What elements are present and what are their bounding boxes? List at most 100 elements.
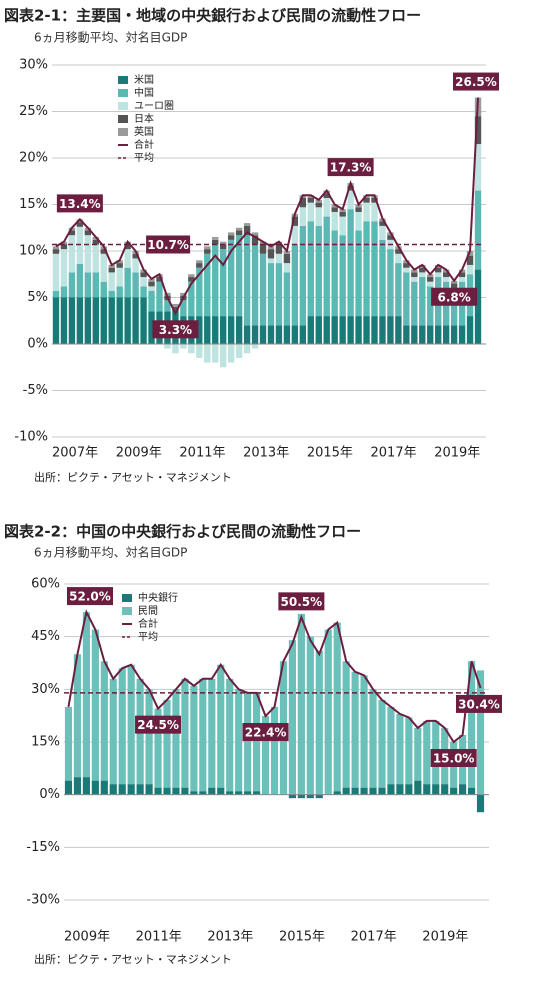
bar-segment [52, 253, 60, 291]
label-box [456, 694, 502, 713]
bar-segment [124, 267, 131, 298]
bar-segment [307, 316, 314, 344]
bar-segment [315, 316, 322, 344]
bar-segment [204, 249, 211, 254]
bar-segment [299, 207, 307, 226]
bar-segment [100, 661, 108, 781]
bar-segment [52, 297, 60, 344]
bar-segment [220, 316, 227, 344]
legend-label: 日本 [134, 112, 154, 125]
bar-segment [379, 221, 386, 226]
bar-segment [217, 664, 225, 788]
bar-segment [204, 344, 211, 363]
bar-segment [172, 306, 179, 312]
source-note: 出所：ピクテ・アセット・マネジメント [34, 470, 232, 484]
bar-segment [333, 622, 341, 792]
source-note: 出所：ピクテ・アセット・マネジメント [34, 952, 232, 966]
bar-segment [396, 784, 404, 795]
label-box [135, 715, 182, 734]
bar-segment [378, 699, 386, 788]
bar-segment [441, 784, 449, 795]
bar-segment [315, 202, 322, 208]
bar-segment [180, 300, 187, 317]
bar-segment [188, 344, 195, 354]
x-tick-label: 2011年 [179, 446, 225, 461]
bar-segment [458, 277, 466, 282]
bar-segment [82, 612, 90, 778]
bar-segment [267, 258, 275, 264]
bar-segment [226, 678, 234, 792]
bar-segment [307, 202, 314, 222]
bar-segment [288, 640, 296, 795]
bar-segment [76, 222, 84, 227]
bar-segment [360, 675, 368, 788]
x-tick-label: 2009年 [116, 446, 162, 461]
bar-segment [419, 272, 426, 278]
bar-segment [299, 325, 307, 344]
bar-segment [333, 791, 341, 795]
bar-segment [414, 727, 422, 781]
bar-segment [148, 278, 155, 282]
bar-segment [458, 325, 466, 344]
bar-segment [204, 316, 211, 344]
y-tick-label: 15% [19, 197, 48, 212]
x-tick-label: 2019年 [434, 446, 480, 461]
bar-segment [60, 286, 68, 298]
bar-segment [474, 116, 482, 145]
bar-segment [360, 787, 368, 795]
bar-segment [91, 780, 99, 795]
value-label: 30.4% [458, 697, 500, 711]
bar-segment [132, 253, 139, 259]
bar-segment [108, 272, 115, 291]
bar-segment [73, 777, 82, 795]
bar-segment [423, 720, 431, 785]
bar-segment [275, 263, 283, 326]
bar-segment [363, 202, 370, 222]
bar-segment [355, 207, 362, 212]
bar-segment [163, 699, 171, 788]
bar-segment [145, 689, 153, 785]
bar-segment [164, 300, 171, 312]
y-tick-label: 10% [19, 244, 48, 259]
bar-segment [100, 281, 107, 298]
bar-segment [243, 223, 251, 226]
bar-segment [450, 787, 458, 795]
bar-segment [458, 272, 466, 278]
bar-segment [291, 325, 299, 344]
bar-segment [411, 281, 418, 326]
bar-segment [73, 654, 82, 778]
bar-segment [244, 791, 252, 795]
bar-segment [419, 277, 426, 326]
bar-segment [351, 671, 359, 788]
legend-swatch [122, 607, 132, 615]
bar-segment [297, 794, 305, 799]
bar-segment [411, 269, 418, 273]
legend-label: 中央銀行 [138, 591, 178, 604]
bar-segment [220, 241, 227, 245]
bar-segment [403, 263, 410, 268]
bar-segment [212, 237, 219, 240]
bar-segment [307, 221, 314, 317]
chart-subtitle: 6ヵ月移動平均、対名目GDP [34, 545, 187, 560]
bar-segment [172, 787, 180, 795]
bar-segment [331, 204, 338, 208]
value-label: 13.4% [59, 197, 101, 211]
average-label: 10.7% [147, 238, 189, 252]
bar-segment [243, 344, 251, 354]
label-box [56, 194, 103, 213]
bar-segment [132, 272, 139, 298]
bar-segment [283, 325, 291, 344]
bar-segment [108, 290, 115, 298]
bar-segment [109, 784, 117, 795]
bar-segment [275, 253, 283, 264]
bar-segment [419, 267, 426, 273]
bar-segment [148, 290, 155, 312]
bar-segment [84, 235, 92, 273]
bar-segment [196, 344, 203, 358]
legend-label: ユーロ圏 [134, 100, 174, 112]
bar-segment [140, 277, 147, 287]
bar-segment [172, 689, 180, 788]
bar-segment [190, 685, 198, 792]
bar-segment [52, 249, 60, 254]
